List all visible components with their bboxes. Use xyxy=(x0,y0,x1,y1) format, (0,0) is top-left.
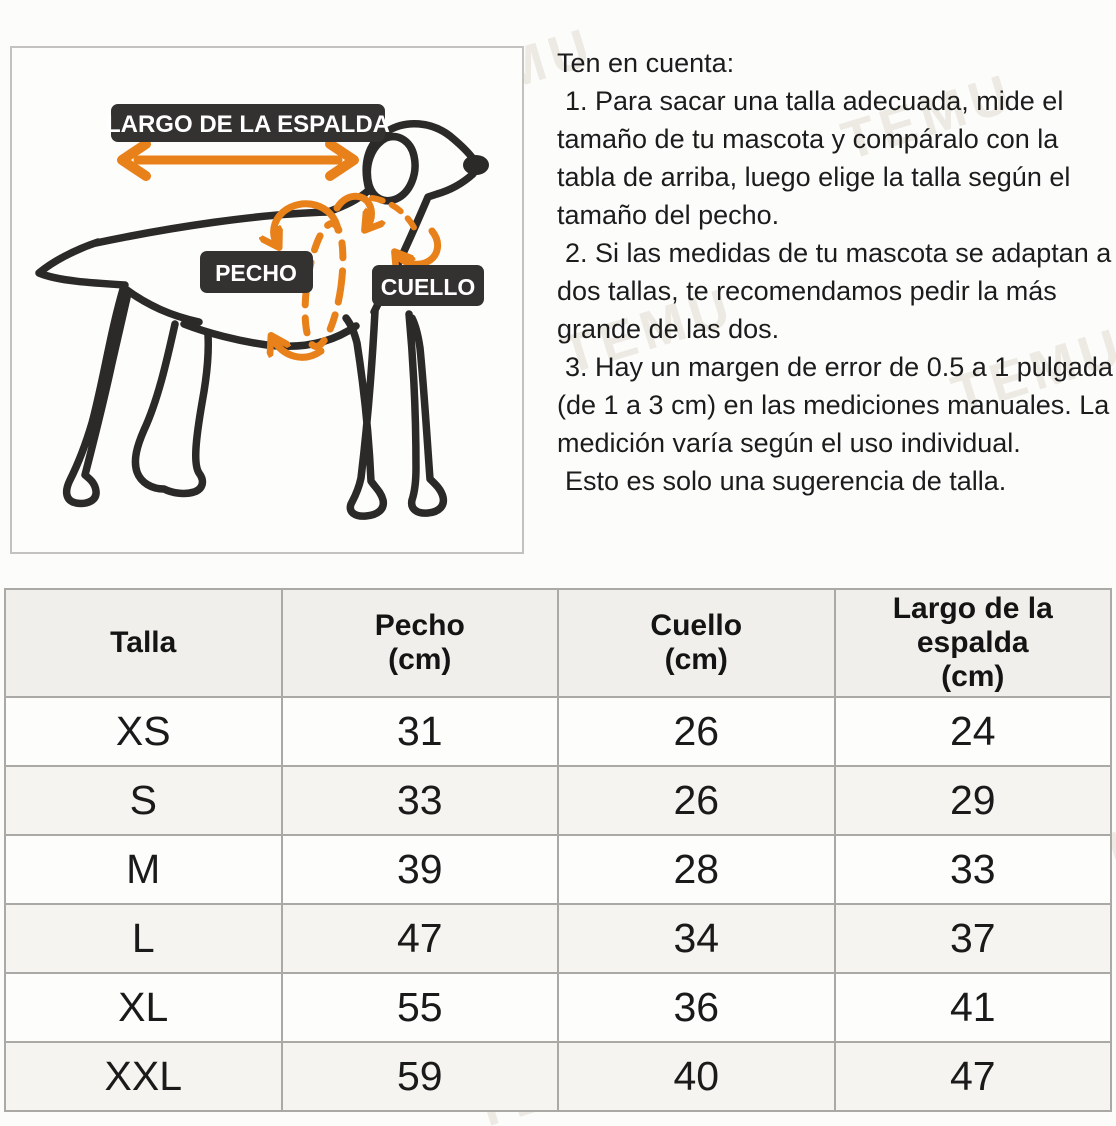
back-length-cell: 41 xyxy=(833,972,1112,1043)
note-item-1: 1. Para sacar una talla adecuada, mide e… xyxy=(557,86,1071,230)
size-table: Talla Pecho (cm) Cuello (cm) Largo de la… xyxy=(4,588,1112,1112)
dog-measurement-diagram: LARGO DE LA ESPALDA PECHO CUELLO xyxy=(10,46,524,554)
size-name-cell: M xyxy=(4,834,283,905)
column-unit: (cm) xyxy=(664,643,728,676)
table-row-xl: XL 55 36 41 xyxy=(4,972,1112,1043)
chest-arc-bottom xyxy=(273,339,325,361)
chest-arc-right xyxy=(333,192,372,227)
neck-cell: 34 xyxy=(557,903,836,974)
size-name-cell: S xyxy=(4,765,283,836)
column-unit: (cm) xyxy=(388,643,452,676)
column-label: Cuello xyxy=(650,609,743,642)
back-length-pill xyxy=(111,104,385,142)
column-header-pecho: Pecho (cm) xyxy=(280,588,559,698)
measurement-marks xyxy=(117,139,442,361)
back-length-cell: 24 xyxy=(833,696,1112,767)
chest-cell: 47 xyxy=(280,903,559,974)
size-name-cell: XXL xyxy=(4,1041,283,1112)
chest-cell: 33 xyxy=(280,765,559,836)
neck-cell: 28 xyxy=(557,834,836,905)
column-header-largo: Largo de la espalda (cm) xyxy=(833,588,1112,698)
note-item-3: 3. Hay un margen de error de 0.5 a 1 pul… xyxy=(557,352,1113,458)
chest-pill xyxy=(200,251,313,293)
table-row-xs: XS 31 26 24 xyxy=(4,696,1112,767)
back-length-cell: 33 xyxy=(833,834,1112,905)
dog-front-leg-near xyxy=(342,307,388,520)
column-label: Talla xyxy=(110,626,177,659)
back-length-cell: 29 xyxy=(833,765,1112,836)
neck-cell: 26 xyxy=(557,765,836,836)
dog-outline xyxy=(35,119,489,520)
back-length-pill-label: LARGO DE LA ESPALDA xyxy=(106,111,390,138)
neck-dashed-curve xyxy=(369,195,421,239)
dog-hind-leg-near xyxy=(131,320,212,498)
dog-tail xyxy=(35,238,129,289)
table-row-xxl: XXL 59 40 47 xyxy=(4,1041,1112,1112)
measure-label-pills: LARGO DE LA ESPALDA PECHO CUELLO xyxy=(106,104,484,306)
neck-cell: 36 xyxy=(557,972,836,1043)
note-item-2: 2. Si las medidas de tu mascota se adapt… xyxy=(557,238,1112,344)
table-row-l: L 47 34 37 xyxy=(4,903,1112,974)
column-header-cuello: Cuello (cm) xyxy=(557,588,836,698)
dog-hind-leg-far xyxy=(62,282,132,508)
dog-front-leg-far xyxy=(405,310,448,517)
arrow-right-icon xyxy=(325,139,359,181)
size-name-cell: L xyxy=(4,903,283,974)
notes-title: Ten en cuenta: xyxy=(557,48,735,78)
back-length-cell: 47 xyxy=(833,1041,1112,1112)
dog-thigh xyxy=(120,284,203,326)
column-label: Largo de la espalda xyxy=(892,592,1053,659)
size-name-cell: XS xyxy=(4,696,283,767)
size-name-cell: XL xyxy=(4,972,283,1043)
chest-cell: 39 xyxy=(280,834,559,905)
chest-cell: 31 xyxy=(280,696,559,767)
dog-nose-icon xyxy=(463,155,489,175)
neck-pill xyxy=(372,265,484,306)
column-unit: (cm) xyxy=(941,660,1005,693)
chest-cell: 59 xyxy=(280,1041,559,1112)
chest-arc-left xyxy=(274,200,342,244)
dog-back xyxy=(92,186,373,247)
chest-pill-label: PECHO xyxy=(215,260,297,286)
column-header-talla: Talla xyxy=(4,588,283,698)
neck-cell: 26 xyxy=(557,696,836,767)
chest-cell: 55 xyxy=(280,972,559,1043)
arrow-left-icon xyxy=(117,139,151,181)
dog-ear xyxy=(363,132,419,205)
note-footer: Esto es solo una sugerencia de talla. xyxy=(565,466,1007,496)
back-length-cell: 37 xyxy=(833,903,1112,974)
neck-pill-label: CUELLO xyxy=(381,274,476,300)
table-row-s: S 33 26 29 xyxy=(4,765,1112,836)
column-label: Pecho xyxy=(374,609,465,642)
neck-loop-arc xyxy=(397,227,442,264)
table-row-m: M 39 28 33 xyxy=(4,834,1112,905)
dog-diagram-svg: LARGO DE LA ESPALDA PECHO CUELLO xyxy=(35,104,489,520)
neck-cell: 40 xyxy=(557,1041,836,1112)
sizing-notes: Ten en cuenta: 1. Para sacar una talla a… xyxy=(557,44,1113,500)
table-header-row: Talla Pecho (cm) Cuello (cm) Largo de la… xyxy=(4,588,1112,698)
